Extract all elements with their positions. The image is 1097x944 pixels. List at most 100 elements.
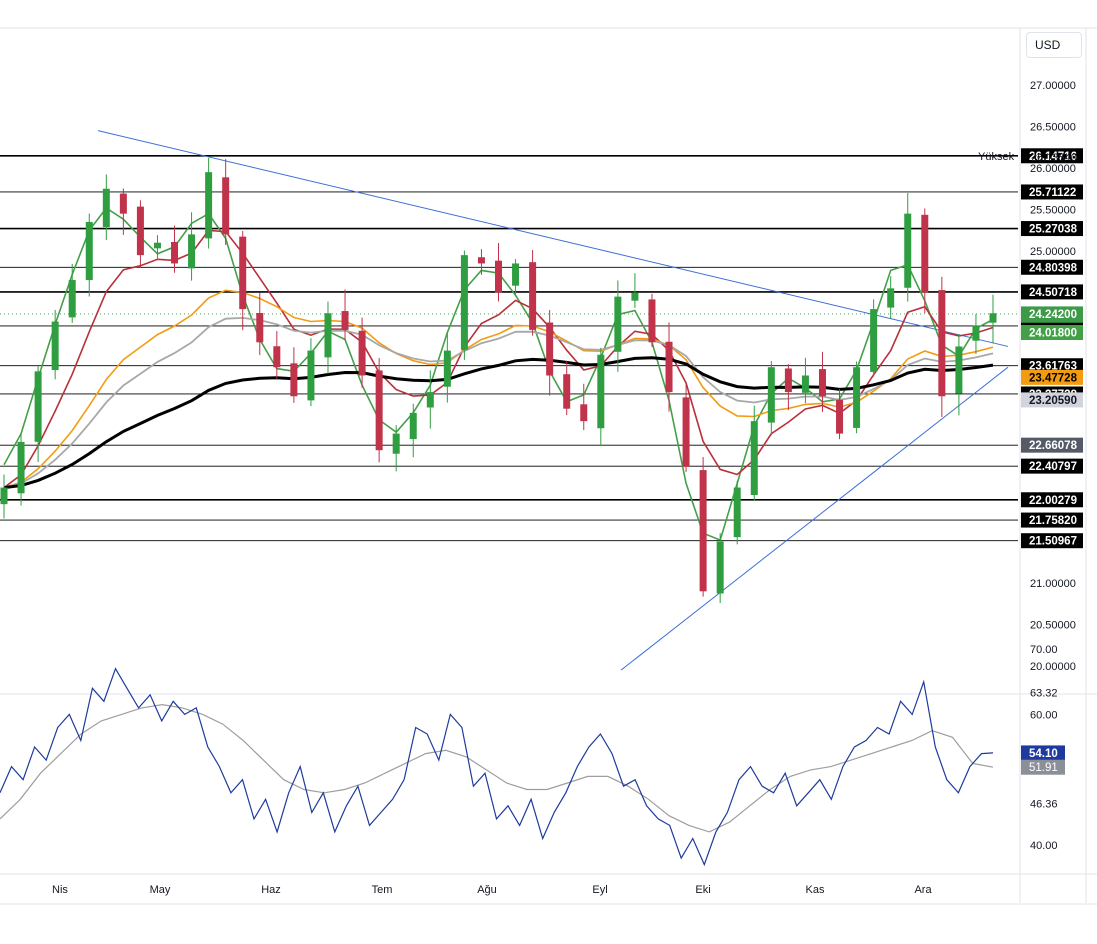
candle-body bbox=[853, 367, 861, 428]
high-label: Yüksek bbox=[978, 151, 1015, 163]
level-label-bg bbox=[1021, 437, 1083, 453]
candle-body bbox=[682, 397, 690, 467]
candle-body bbox=[443, 350, 451, 387]
trendline-down bbox=[97, 130, 1009, 347]
candle-body bbox=[171, 241, 179, 264]
candle-body bbox=[870, 309, 878, 372]
candle-body bbox=[34, 371, 42, 442]
level-label-bg bbox=[1021, 512, 1083, 528]
rsi-tick-label: 70.00 bbox=[1030, 644, 1058, 656]
ema-orange-label-text: 23.47728 bbox=[1029, 372, 1078, 384]
level-label: 22.66078 bbox=[1021, 437, 1083, 453]
rsi-value-text: 51.91 bbox=[1029, 762, 1058, 774]
candle-body bbox=[239, 236, 247, 310]
level-label-bg bbox=[1021, 284, 1083, 300]
candle-body bbox=[426, 392, 434, 408]
candle-body bbox=[784, 368, 792, 393]
ema-orange-label-bg bbox=[1021, 369, 1083, 385]
candle-body bbox=[477, 257, 485, 264]
currency-button[interactable]: USD bbox=[1026, 32, 1082, 58]
level-label-text: 25.27038 bbox=[1029, 224, 1078, 236]
high-value-label: 26.13540 bbox=[1031, 152, 1077, 164]
pane-borders bbox=[0, 27, 1097, 905]
level-label-text: 22.00279 bbox=[1029, 495, 1077, 507]
time-axis: Nis May Haz Tem Ağu Eyl Eki Kas Ara bbox=[52, 884, 932, 896]
candle-body bbox=[665, 341, 673, 393]
candle-body bbox=[699, 470, 707, 592]
candle-body bbox=[102, 188, 110, 228]
time-tick-label: Ara bbox=[914, 884, 932, 896]
price-tick-label: 26.50000 bbox=[1030, 122, 1076, 134]
candle-body bbox=[529, 262, 537, 330]
level-label: 25.27038 bbox=[1021, 221, 1083, 237]
current-price-label-text: 24.24200 bbox=[1029, 309, 1077, 321]
level-label-bg bbox=[1021, 458, 1083, 474]
trendline-up bbox=[620, 366, 1009, 671]
price-tick-label: 26.00000 bbox=[1030, 163, 1076, 175]
time-tick-label: Eki bbox=[695, 884, 710, 896]
rsi-value-text: 54.10 bbox=[1029, 748, 1058, 760]
candle-body bbox=[836, 399, 844, 434]
level-label: 21.75820 bbox=[1021, 512, 1083, 528]
candle-body bbox=[972, 325, 980, 341]
level-label-text: 22.66078 bbox=[1029, 440, 1078, 452]
rsi-line bbox=[0, 667, 994, 867]
ema-gray-label: 23.20590 bbox=[1021, 392, 1083, 408]
level-label: 24.80398 bbox=[1021, 259, 1083, 275]
support-resistance-levels bbox=[0, 154, 1018, 542]
candle-body bbox=[290, 363, 298, 397]
ema-orange-line bbox=[3, 289, 994, 489]
candle-body bbox=[716, 541, 724, 594]
candle-body bbox=[85, 221, 93, 281]
candlesticks bbox=[0, 158, 997, 604]
rsi-pane bbox=[0, 667, 994, 867]
rsi-value-bg bbox=[1021, 745, 1065, 761]
level-label-text: 24.50718 bbox=[1029, 287, 1078, 299]
ema-green-label-bg bbox=[1021, 325, 1083, 341]
candle-body bbox=[153, 242, 161, 249]
candle-body bbox=[136, 206, 144, 256]
level-label-bg bbox=[1021, 259, 1083, 275]
candle-body bbox=[887, 288, 895, 308]
level-label-text: 22.40797 bbox=[1029, 461, 1077, 473]
level-label-text: 21.50967 bbox=[1029, 536, 1077, 548]
time-tick-label: Ağu bbox=[477, 884, 497, 896]
rsi-ma-line bbox=[0, 703, 994, 833]
candle-body bbox=[614, 296, 622, 352]
time-tick-label: Eyl bbox=[592, 884, 607, 896]
rsi-value-label: 54.10 bbox=[1021, 745, 1065, 761]
candle-body bbox=[955, 346, 963, 394]
rsi-tick-label: 46.36 bbox=[1030, 798, 1058, 810]
candle-body bbox=[648, 299, 656, 343]
rsi-value-label: 51.91 bbox=[1021, 759, 1065, 775]
candle-body bbox=[222, 177, 230, 235]
level-label-text: 24.80398 bbox=[1029, 262, 1078, 274]
candle-body bbox=[17, 441, 25, 494]
ema-green-label: 24.01800 bbox=[1021, 325, 1083, 341]
level-label-bg bbox=[1021, 492, 1083, 508]
rsi-value-bg bbox=[1021, 759, 1065, 775]
ema-gray-line bbox=[3, 316, 994, 489]
rsi-tick-label: 63.32 bbox=[1030, 688, 1058, 700]
level-label-bg bbox=[1021, 184, 1083, 200]
time-tick-label: Kas bbox=[806, 884, 825, 896]
candle-body bbox=[205, 172, 213, 239]
rsi-tick-label: 40.00 bbox=[1030, 840, 1058, 852]
level-label-bg bbox=[1021, 358, 1083, 374]
candle-body bbox=[324, 313, 332, 358]
price-tick-label: 25.00000 bbox=[1030, 246, 1076, 258]
candle-body bbox=[512, 263, 520, 286]
level-label-text: 25.71122 bbox=[1029, 187, 1076, 199]
candle-body bbox=[51, 321, 59, 371]
candle-body bbox=[750, 421, 758, 496]
candle-body bbox=[631, 292, 639, 301]
candle-body bbox=[307, 350, 315, 401]
price-tick-label: 21.00000 bbox=[1030, 578, 1076, 590]
candle-body bbox=[921, 214, 929, 293]
candle-body bbox=[767, 367, 775, 423]
candle-body bbox=[0, 487, 8, 505]
level-label: 23.61763 bbox=[1021, 358, 1083, 374]
ema-gray-label-text: 23.20590 bbox=[1029, 395, 1077, 407]
